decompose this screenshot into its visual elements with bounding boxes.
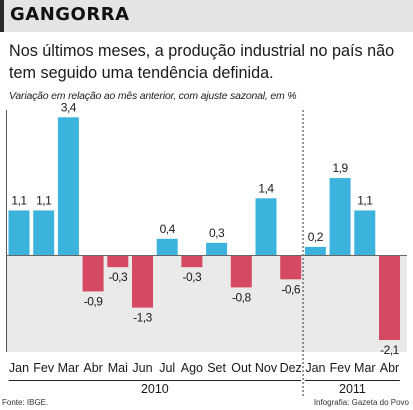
bar	[230, 255, 252, 288]
bar	[181, 255, 203, 268]
data-label: -0,9	[84, 294, 104, 308]
bar	[57, 117, 79, 255]
bar	[33, 210, 55, 255]
source-note: Fonte: IBGE.	[2, 398, 49, 407]
bar	[280, 255, 302, 280]
data-label: -0,3	[108, 270, 128, 284]
x-tick-label: Mar	[354, 361, 376, 375]
bar	[8, 210, 30, 255]
x-tick-label: Nov	[255, 361, 278, 375]
x-tick-label: Jan	[305, 361, 325, 375]
bar	[379, 255, 400, 341]
x-tick-label: Jun	[132, 361, 152, 375]
year-label: 2011	[339, 382, 366, 396]
chart-subtitle: Nos últimos meses, a produção industrial…	[9, 42, 395, 82]
chart-title: GANGORRA	[10, 4, 130, 25]
bar	[304, 246, 326, 255]
bar	[206, 242, 228, 255]
data-label: -1,3	[133, 311, 153, 325]
data-label: -0,8	[232, 290, 252, 304]
x-tick-label: Ago	[181, 361, 203, 375]
data-label: 1,1	[357, 193, 373, 207]
title-accent-bar	[0, 0, 4, 32]
bar	[132, 255, 153, 308]
x-tick-label: Mar	[58, 361, 80, 375]
credit-note: Infografia: Gazeta do Povo	[313, 398, 409, 407]
data-label: -2,1	[380, 343, 400, 357]
data-label: 0,2	[308, 230, 324, 244]
bar	[329, 178, 351, 255]
data-label: 1,1	[36, 193, 52, 207]
data-label: -0,3	[183, 270, 203, 284]
x-tick-label: Out	[231, 361, 252, 375]
x-tick-label: Jan	[9, 361, 29, 375]
x-tick-label: Mai	[108, 361, 128, 375]
bar	[107, 255, 129, 268]
x-tick-label: Fev	[330, 361, 352, 375]
title-bar: GANGORRA	[0, 0, 413, 32]
x-tick-label: Dez	[280, 361, 302, 375]
data-label: 1,9	[333, 161, 349, 175]
x-tick-label: Abr	[380, 361, 399, 375]
data-label: 0,3	[209, 226, 225, 240]
bar	[255, 198, 277, 255]
data-label: -0,6	[281, 282, 301, 296]
bar	[354, 210, 376, 255]
x-tick-label: Jul	[159, 361, 175, 375]
chart-note: Variação em relação ao mês anterior, com…	[9, 90, 297, 102]
negative-area-background	[6, 255, 407, 352]
data-label: 3,4	[61, 100, 77, 114]
year-label: 2010	[141, 382, 169, 396]
data-label: 1,1	[11, 193, 27, 207]
x-tick-label: Fev	[33, 361, 55, 375]
bar	[82, 255, 104, 292]
x-tick-label: Set	[207, 361, 226, 375]
bar-chart: 1,1 Jan 1,1 Fev 3,4 Mar -0,9 Abr -0,3 Mai -1,3 Jun 0…	[6, 100, 407, 398]
data-label: 1,4	[258, 181, 274, 195]
bar	[156, 238, 178, 255]
x-tick-label: Abr	[83, 361, 102, 375]
data-label: 0,4	[160, 222, 176, 236]
